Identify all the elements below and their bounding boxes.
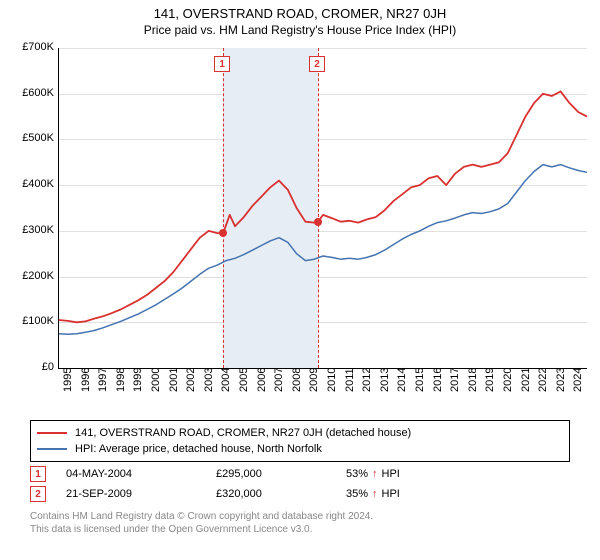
- y-tick-label: £600K: [4, 87, 54, 99]
- sale-dot: [314, 218, 322, 226]
- x-tick-label: 2016: [432, 368, 444, 392]
- legend-label: HPI: Average price, detached house, Nort…: [75, 443, 322, 455]
- sale-price: £295,000: [216, 468, 346, 480]
- x-tick-label: 1999: [132, 368, 144, 392]
- x-tick-label: 2012: [361, 368, 373, 392]
- x-tick-label: 2001: [168, 368, 180, 392]
- x-tick-label: 2011: [344, 368, 356, 392]
- sale-pct: 35%↑HPI: [346, 488, 426, 500]
- chart-area: £0 £100K £200K £300K £400K £500K £600K £700K 199…: [0, 40, 600, 410]
- x-tick-label: 2015: [414, 368, 426, 392]
- x-tick-label: 1998: [115, 368, 127, 392]
- x-tick-label: 2002: [185, 368, 197, 392]
- sales-table: 1 04-MAY-2004£295,00053%↑HPI 2 21-SEP-2009£…: [30, 464, 570, 504]
- sale-number-box: 1: [30, 466, 46, 482]
- footer: Contains HM Land Registry data © Crown c…: [30, 510, 373, 536]
- x-tick-label: 2008: [291, 368, 303, 392]
- x-tick-label: 1997: [97, 368, 109, 392]
- legend-swatch: [37, 432, 67, 434]
- y-tick-label: £100K: [4, 315, 54, 327]
- y-tick-label: £700K: [4, 41, 54, 53]
- sale-dot: [219, 229, 227, 237]
- x-tick-label: 2004: [220, 368, 232, 392]
- x-tick-label: 2007: [273, 368, 285, 392]
- x-tick-label: 2017: [449, 368, 461, 392]
- x-tick-label: 2022: [537, 368, 549, 392]
- y-tick-label: £300K: [4, 224, 54, 236]
- sale-date: 21-SEP-2009: [66, 488, 216, 500]
- legend-label: 141, OVERSTRAND ROAD, CROMER, NR27 0JH (…: [75, 427, 411, 439]
- sale-date: 04-MAY-2004: [66, 468, 216, 480]
- x-tick-label: 2014: [396, 368, 408, 392]
- footer-line1: Contains HM Land Registry data © Crown c…: [30, 510, 373, 523]
- series-svg: [59, 48, 587, 368]
- x-tick-label: 2020: [502, 368, 514, 392]
- x-tick-label: 2000: [150, 368, 162, 392]
- x-tick-label: 1995: [62, 368, 74, 392]
- sale-row: 2 21-SEP-2009£320,00035%↑HPI: [30, 484, 570, 504]
- x-tick-label: 2018: [467, 368, 479, 392]
- sale-price: £320,000: [216, 488, 346, 500]
- x-tick-label: 2019: [484, 368, 496, 392]
- legend-item: HPI: Average price, detached house, Nort…: [37, 441, 563, 457]
- sale-marker-label: 1: [214, 56, 230, 72]
- x-tick-label: 2005: [238, 368, 250, 392]
- x-tick-label: 2010: [326, 368, 338, 392]
- legend-swatch: [37, 448, 67, 450]
- arrow-up-icon: ↑: [372, 488, 378, 500]
- sale-row: 1 04-MAY-2004£295,00053%↑HPI: [30, 464, 570, 484]
- legend-item: 141, OVERSTRAND ROAD, CROMER, NR27 0JH (…: [37, 425, 563, 441]
- chart-title: 141, OVERSTRAND ROAD, CROMER, NR27 0JH: [0, 0, 600, 21]
- legend: 141, OVERSTRAND ROAD, CROMER, NR27 0JH (…: [30, 420, 570, 462]
- y-tick-label: £200K: [4, 270, 54, 282]
- plot-area: [58, 48, 587, 369]
- chart-subtitle: Price paid vs. HM Land Registry's House …: [0, 21, 600, 37]
- sale-pct: 53%↑HPI: [346, 468, 426, 480]
- x-tick-label: 2021: [520, 368, 532, 392]
- chart-container: 141, OVERSTRAND ROAD, CROMER, NR27 0JH P…: [0, 0, 600, 560]
- y-tick-label: £0: [4, 361, 54, 373]
- y-tick-label: £500K: [4, 132, 54, 144]
- x-tick-label: 2006: [256, 368, 268, 392]
- x-tick-label: 2023: [555, 368, 567, 392]
- x-tick-label: 2024: [572, 368, 584, 392]
- sale-number-box: 2: [30, 486, 46, 502]
- x-tick-label: 2009: [308, 368, 320, 392]
- footer-line2: This data is licensed under the Open Gov…: [30, 523, 373, 536]
- x-tick-label: 1996: [80, 368, 92, 392]
- arrow-up-icon: ↑: [372, 468, 378, 480]
- sale-marker-label: 2: [309, 56, 325, 72]
- x-tick-label: 2003: [203, 368, 215, 392]
- y-tick-label: £400K: [4, 178, 54, 190]
- x-tick-label: 2013: [379, 368, 391, 392]
- series-property: [59, 91, 587, 322]
- series-hpi: [59, 165, 587, 335]
